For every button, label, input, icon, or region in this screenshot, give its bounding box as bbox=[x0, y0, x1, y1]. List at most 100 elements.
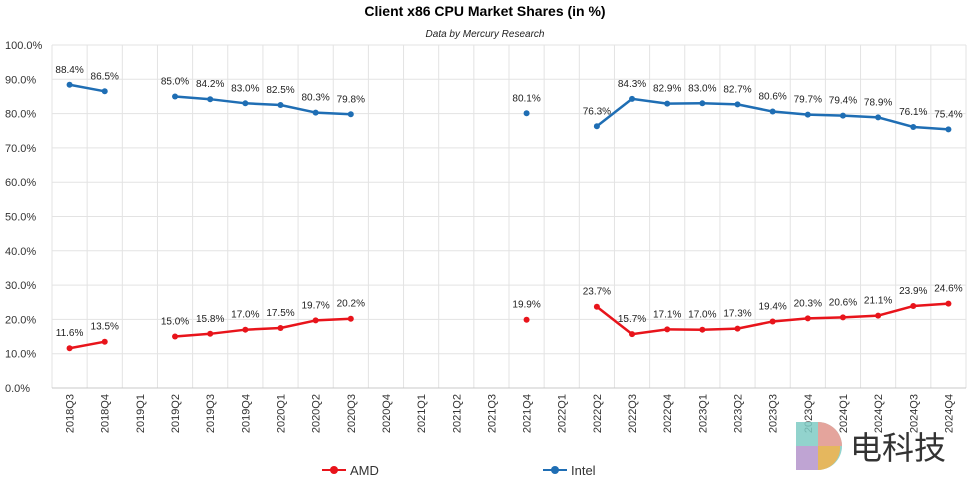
x-tick-label: 2022Q4 bbox=[662, 394, 674, 433]
intel-data-label: 76.1% bbox=[899, 107, 927, 118]
intel-line-segment bbox=[736, 103, 774, 113]
amd-point bbox=[347, 315, 354, 322]
x-tick-label: 2021Q1 bbox=[416, 394, 428, 433]
x-tick-label: 2024Q3 bbox=[908, 394, 920, 433]
amd-data-label: 17.0% bbox=[688, 310, 716, 321]
amd-data-label: 24.6% bbox=[934, 284, 962, 295]
amd-line-segment bbox=[68, 340, 106, 350]
x-tick-label: 2020Q1 bbox=[276, 394, 288, 433]
amd-point bbox=[101, 338, 108, 345]
amd-line-segment bbox=[279, 319, 317, 330]
intel-line-segment bbox=[314, 111, 353, 116]
amd-point bbox=[910, 303, 917, 310]
amd-data-label: 21.1% bbox=[864, 296, 892, 307]
amd-point bbox=[629, 331, 636, 338]
x-tick-label: 2022Q2 bbox=[592, 394, 604, 433]
amd-data-label: 19.9% bbox=[512, 300, 540, 311]
intel-point bbox=[593, 123, 600, 130]
intel-data-label: 83.0% bbox=[231, 83, 259, 94]
x-tick-label: 2019Q3 bbox=[205, 394, 217, 433]
amd-point bbox=[839, 314, 846, 321]
amd-line-segment bbox=[806, 316, 845, 320]
x-tick-label: 2023Q3 bbox=[768, 394, 780, 433]
amd-line-segment bbox=[208, 328, 247, 336]
amd-data-label: 20.2% bbox=[337, 299, 365, 310]
x-tick-label: 2020Q3 bbox=[346, 394, 358, 433]
x-tick-label: 2021Q4 bbox=[522, 394, 534, 433]
amd-point bbox=[207, 330, 214, 337]
amd-data-label: 20.6% bbox=[829, 297, 857, 308]
x-tick-label: 2024Q1 bbox=[838, 394, 850, 433]
x-tick-label: 2019Q1 bbox=[135, 394, 147, 433]
amd-point bbox=[523, 316, 530, 323]
x-tick-label: 2019Q2 bbox=[170, 394, 182, 433]
amd-point bbox=[242, 326, 249, 333]
amd-line-segment bbox=[595, 305, 634, 336]
x-tick-label: 2018Q3 bbox=[65, 394, 77, 433]
legend-swatch-amd bbox=[322, 466, 346, 474]
amd-point bbox=[875, 312, 882, 319]
intel-point bbox=[172, 93, 179, 100]
intel-point bbox=[312, 109, 319, 116]
intel-line-segment bbox=[701, 102, 739, 106]
intel-data-label: 84.3% bbox=[618, 79, 646, 90]
amd-point bbox=[945, 300, 952, 307]
y-tick-label: 100.0% bbox=[5, 40, 43, 52]
intel-point bbox=[523, 110, 530, 117]
amd-data-label: 19.7% bbox=[301, 300, 329, 311]
legend-swatch-intel bbox=[543, 466, 567, 474]
amd-line-segment bbox=[736, 320, 774, 330]
x-tick-label: 2022Q1 bbox=[557, 394, 569, 433]
intel-data-label: 88.4% bbox=[55, 65, 83, 76]
legend-item-amd[interactable]: AMD bbox=[322, 462, 379, 478]
legend-label-amd: AMD bbox=[350, 462, 379, 478]
x-tick-label: 2020Q2 bbox=[311, 394, 323, 433]
intel-data-label: 82.5% bbox=[266, 85, 294, 96]
intel-line-segment bbox=[595, 97, 634, 128]
y-tick-label: 50.0% bbox=[5, 212, 36, 224]
intel-point bbox=[769, 108, 776, 115]
amd-line-segment bbox=[173, 332, 212, 338]
amd-point bbox=[66, 345, 73, 352]
x-tick-label: 2018Q4 bbox=[100, 394, 112, 433]
intel-point bbox=[629, 95, 636, 102]
chart-subtitle: Data by Mercury Research bbox=[425, 29, 545, 40]
amd-line-segment bbox=[314, 317, 353, 322]
dian-logo-icon bbox=[796, 422, 842, 471]
y-tick-label: 0.0% bbox=[5, 383, 30, 395]
intel-data-label: 80.3% bbox=[301, 93, 329, 104]
intel-line-segment bbox=[630, 97, 669, 105]
x-tick-label: 2023Q1 bbox=[697, 394, 709, 433]
intel-point bbox=[804, 111, 811, 118]
x-tick-label: 2019Q4 bbox=[240, 394, 252, 433]
intel-line-segment bbox=[208, 97, 247, 105]
intel-point bbox=[242, 100, 249, 107]
intel-line-segment bbox=[912, 125, 950, 131]
amd-data-label: 23.9% bbox=[899, 286, 927, 297]
intel-data-label: 75.4% bbox=[934, 109, 962, 120]
amd-data-label: 17.1% bbox=[653, 309, 681, 320]
amd-data-label: 19.4% bbox=[758, 301, 786, 312]
intel-data-label: 76.3% bbox=[583, 106, 611, 117]
intel-point bbox=[839, 112, 846, 119]
chart-title: Client x86 CPU Market Shares (in %) bbox=[364, 3, 606, 19]
intel-line-segment bbox=[244, 102, 282, 107]
intel-data-label: 79.8% bbox=[337, 94, 365, 105]
amd-point bbox=[804, 315, 811, 322]
amd-data-label: 15.0% bbox=[161, 317, 189, 328]
amd-point bbox=[699, 326, 706, 333]
y-tick-label: 70.0% bbox=[5, 143, 36, 155]
y-tick-label: 60.0% bbox=[5, 177, 36, 189]
amd-data-label: 17.5% bbox=[266, 308, 294, 319]
legend-item-intel[interactable]: Intel bbox=[543, 462, 596, 478]
amd-line-segment bbox=[244, 326, 282, 331]
amd-data-label: 17.3% bbox=[723, 309, 751, 320]
x-tick-label: 2024Q4 bbox=[943, 394, 955, 433]
x-tick-label: 2021Q2 bbox=[451, 394, 463, 433]
amd-point bbox=[172, 333, 179, 340]
amd-line-segment bbox=[841, 314, 880, 319]
intel-data-label: 84.2% bbox=[196, 79, 224, 90]
amd-data-label: 20.3% bbox=[794, 298, 822, 309]
amd-data-label: 11.6% bbox=[56, 328, 84, 339]
